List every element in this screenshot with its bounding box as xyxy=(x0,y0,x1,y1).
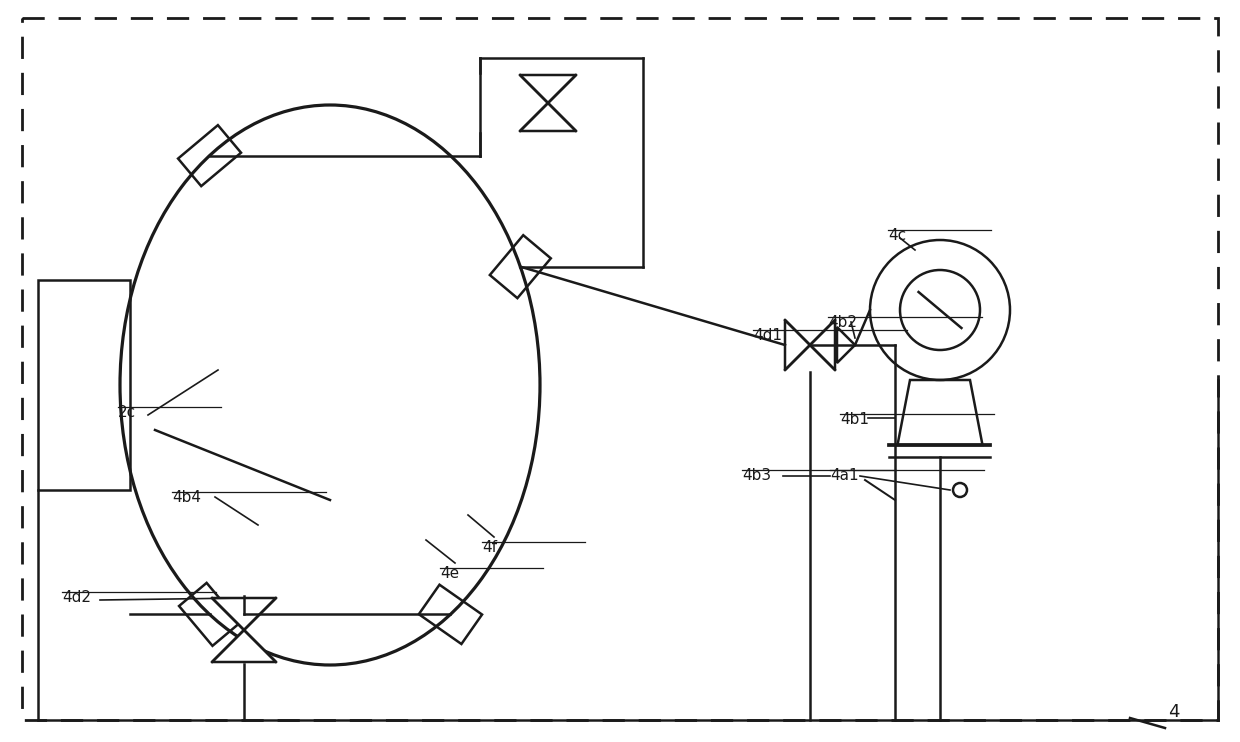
Text: 4: 4 xyxy=(1168,703,1179,721)
Polygon shape xyxy=(785,320,810,370)
Text: 4b2: 4b2 xyxy=(828,315,857,330)
Text: 4b1: 4b1 xyxy=(839,412,869,427)
Text: 4e: 4e xyxy=(440,566,459,581)
Text: 4c: 4c xyxy=(888,228,906,243)
Polygon shape xyxy=(212,598,277,630)
Polygon shape xyxy=(810,320,835,370)
Text: 4d1: 4d1 xyxy=(753,328,782,343)
Polygon shape xyxy=(837,327,856,363)
Polygon shape xyxy=(520,103,577,131)
Text: 4d2: 4d2 xyxy=(62,590,91,605)
Bar xyxy=(38,280,130,490)
Text: 4b3: 4b3 xyxy=(742,468,771,483)
Polygon shape xyxy=(212,630,277,662)
Polygon shape xyxy=(520,75,577,103)
Text: 4b4: 4b4 xyxy=(172,490,201,505)
Text: 4a1: 4a1 xyxy=(830,468,858,483)
Text: 4f: 4f xyxy=(482,540,497,555)
Text: 2c: 2c xyxy=(118,405,136,420)
